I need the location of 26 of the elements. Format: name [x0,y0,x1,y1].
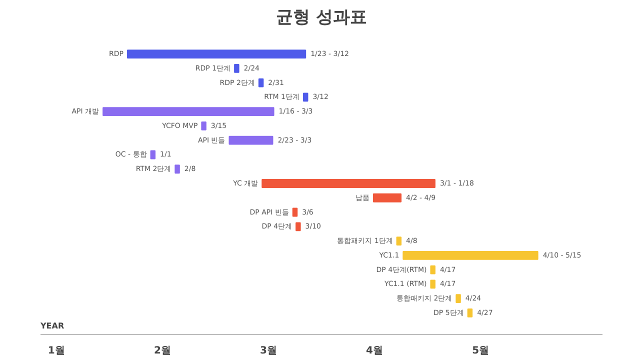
bar [456,294,461,303]
bar [402,250,538,260]
x-tick-label: 5월 [472,346,490,356]
bar [296,222,301,232]
bar [174,164,180,174]
bar [102,107,274,116]
bar [430,265,436,274]
x-tick-label: 2월 [154,346,171,356]
bar [396,236,402,246]
chart-title: 균형 성과표 [276,8,367,28]
bar [228,136,274,145]
bar [467,308,473,318]
x-tick-label: 1월 [48,346,65,356]
bar [302,92,308,102]
bar [430,280,436,289]
x-tick-label: 4월 [366,346,384,356]
bar [258,78,264,88]
bar [234,64,240,73]
bar [292,208,298,217]
bar [372,193,402,202]
bar [126,50,306,59]
text: YEAR [40,321,64,330]
x-tick-label: 3월 [260,346,277,356]
bar [201,122,206,130]
bar [150,150,156,160]
bar [262,179,436,188]
